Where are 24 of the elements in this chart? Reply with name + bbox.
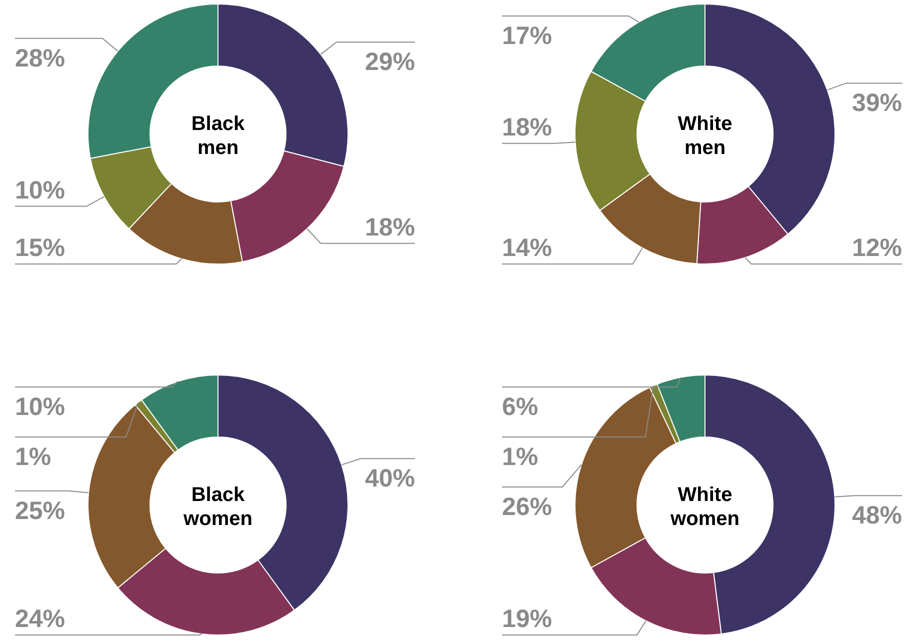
data-label: 19% <box>502 605 552 633</box>
data-label: 48% <box>852 502 902 530</box>
data-label: 10% <box>15 176 66 204</box>
data-label: 24% <box>15 605 66 633</box>
data-label: 12% <box>852 234 902 262</box>
data-label: 18% <box>502 113 552 142</box>
data-label: 1% <box>15 443 52 471</box>
text: White men <box>678 113 732 159</box>
data-label: 40% <box>364 464 415 493</box>
data-label: 29% <box>364 48 415 76</box>
data-label: 15% <box>15 234 66 262</box>
data-label: 25% <box>15 496 66 525</box>
data-label: 6% <box>502 393 538 421</box>
data-label: 17% <box>502 22 552 50</box>
data-label: 28% <box>15 44 66 72</box>
data-label: 14% <box>502 234 552 262</box>
text: Black men <box>191 113 246 159</box>
text: White women <box>670 484 740 530</box>
data-label: 1% <box>502 443 538 471</box>
data-label: 26% <box>502 493 552 521</box>
data-label: 10% <box>15 393 66 421</box>
data-label: 39% <box>852 89 902 118</box>
data-label: 18% <box>364 213 415 242</box>
text: Black women <box>182 484 252 530</box>
